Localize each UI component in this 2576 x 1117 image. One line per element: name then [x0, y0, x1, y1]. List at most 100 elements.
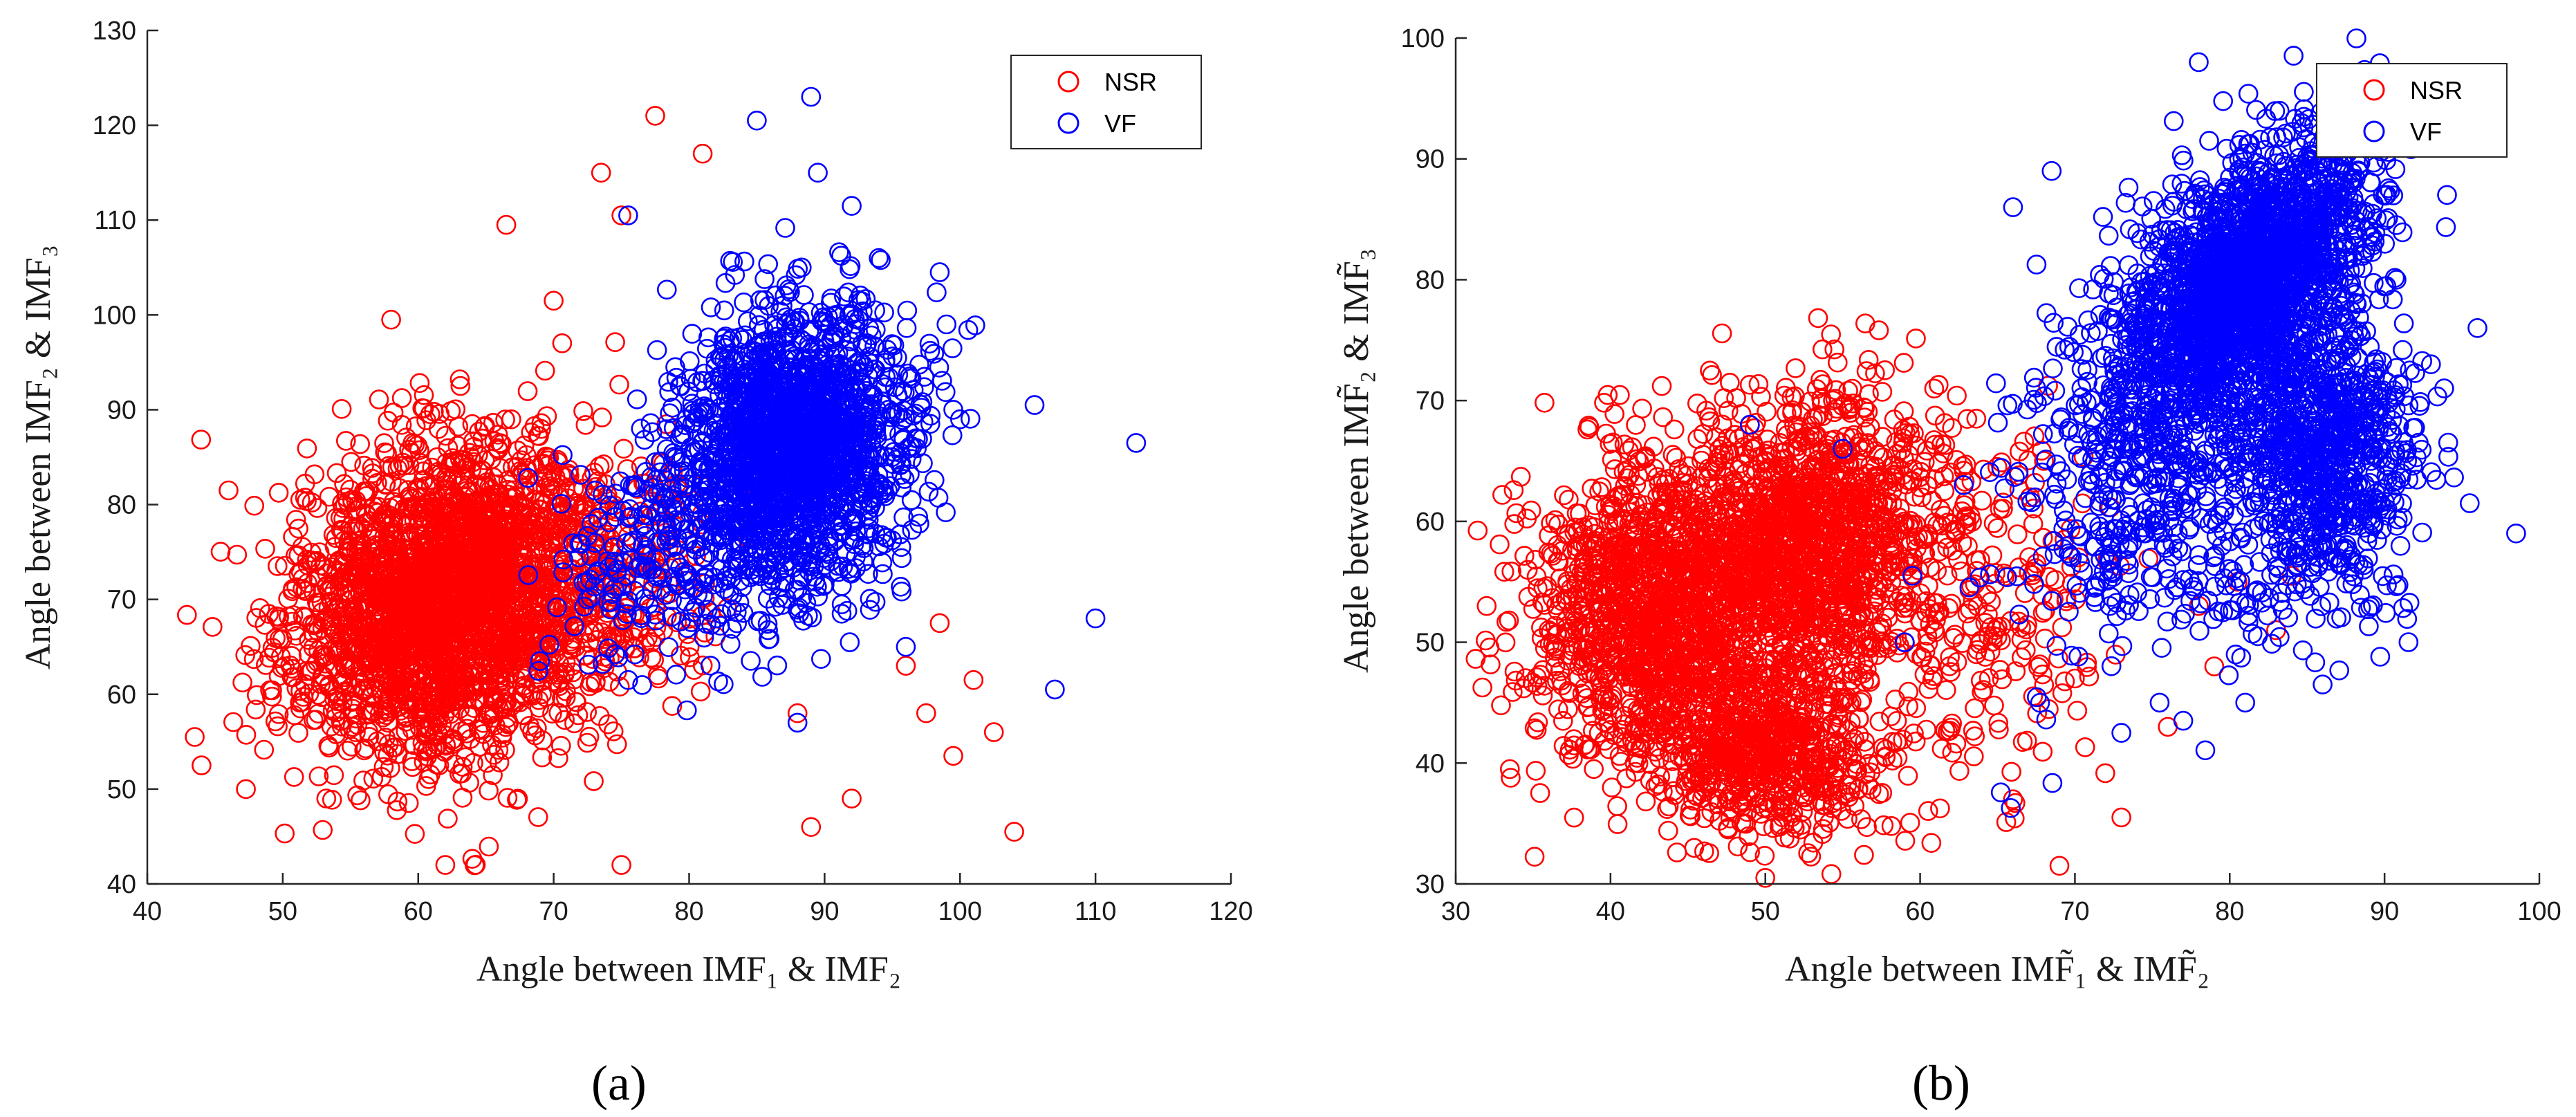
point-nsr: [210, 542, 231, 562]
point-nsr: [442, 730, 463, 750]
point-nsr: [383, 403, 404, 423]
point-nsr: [223, 712, 243, 732]
point-nsr: [241, 636, 261, 656]
point-nsr: [259, 604, 279, 624]
point-nsr: [355, 738, 376, 759]
point-nsr: [361, 539, 381, 560]
point-nsr: [402, 751, 422, 771]
point-nsr: [311, 674, 331, 694]
point-nsr: [448, 416, 469, 437]
point-nsr: [609, 374, 629, 395]
point-nsr: [275, 555, 295, 576]
point-nsr: [324, 765, 344, 786]
point-nsr: [191, 430, 212, 450]
point-nsr: [548, 748, 568, 768]
point-nsr: [413, 461, 434, 481]
point-nsr: [566, 692, 586, 712]
point-nsr: [527, 718, 547, 739]
point-nsr: [335, 431, 356, 451]
point-nsr: [374, 433, 394, 454]
point-nsr: [580, 601, 601, 622]
point-nsr: [322, 701, 343, 721]
point-nsr: [514, 477, 535, 497]
point-nsr: [577, 702, 597, 722]
point-nsr: [513, 668, 533, 689]
point-nsr: [423, 738, 443, 759]
point-nsr: [589, 706, 610, 726]
point-nsr: [267, 556, 288, 576]
point-nsr: [268, 483, 289, 503]
point-nsr: [474, 450, 495, 470]
point-nsr: [363, 702, 384, 722]
point-nsr: [514, 435, 535, 456]
point-nsr: [284, 767, 304, 787]
point-nsr: [255, 539, 275, 559]
point-nsr: [479, 780, 499, 801]
point-nsr: [254, 739, 275, 760]
point-nsr: [341, 452, 362, 472]
point-nsr: [268, 716, 288, 737]
point-nsr: [268, 666, 289, 686]
point-nsr: [573, 401, 593, 421]
point-nsr: [396, 721, 416, 741]
point-nsr: [319, 486, 340, 507]
point-nsr: [399, 455, 420, 476]
point-nsr: [420, 404, 441, 425]
point-nsr: [268, 704, 289, 724]
point-nsr: [438, 809, 458, 829]
point-nsr: [398, 793, 419, 813]
point-nsr: [355, 503, 376, 524]
point-nsr: [236, 725, 257, 745]
point-nsr: [312, 645, 333, 665]
point-nsr: [501, 409, 521, 430]
point-nsr: [308, 640, 328, 661]
point-nsr: [308, 766, 329, 786]
point-nsr: [326, 463, 347, 483]
point-nsr: [592, 407, 612, 427]
point-nsr: [235, 645, 256, 665]
point-nsr: [473, 724, 493, 744]
point-nsr: [278, 606, 299, 627]
point-nsr: [245, 699, 266, 720]
point-nsr: [377, 620, 398, 640]
point-nsr: [402, 757, 423, 777]
point-nsr: [391, 388, 412, 408]
point-nsr: [605, 332, 625, 353]
point-nsr: [399, 530, 420, 550]
point-nsr: [462, 414, 483, 434]
point-nsr: [323, 681, 344, 701]
point-nsr: [450, 369, 470, 389]
point-nsr: [367, 472, 387, 493]
point-nsr: [373, 607, 394, 627]
point-nsr: [409, 373, 430, 394]
point-nsr: [405, 824, 425, 844]
point-nsr: [331, 398, 352, 419]
scatter-points-a: [176, 86, 1147, 876]
point-nsr: [479, 836, 499, 857]
point-nsr: [492, 724, 512, 744]
point-nsr: [243, 649, 264, 670]
point-nsr: [296, 580, 316, 601]
point-nsr: [335, 495, 355, 515]
point-nsr: [519, 716, 539, 736]
point-nsr: [293, 606, 313, 627]
point-nsr: [288, 545, 309, 566]
point-nsr: [275, 823, 295, 844]
point-nsr: [308, 685, 328, 705]
point-nsr: [269, 629, 290, 649]
point-nsr: [436, 736, 456, 756]
point-nsr: [497, 788, 518, 808]
point-nsr: [414, 398, 434, 419]
point-nsr: [246, 608, 267, 628]
point-nsr: [420, 764, 441, 785]
point-nsr: [351, 790, 371, 811]
point-nsr: [298, 644, 319, 665]
point-nsr: [521, 422, 541, 443]
point-nsr: [517, 381, 538, 401]
point-nsr: [244, 495, 265, 516]
point-nsr: [400, 694, 421, 714]
point-nsr: [542, 703, 562, 724]
point-nsr: [292, 692, 312, 712]
point-nsr: [369, 389, 389, 409]
point-nsr: [312, 618, 333, 638]
